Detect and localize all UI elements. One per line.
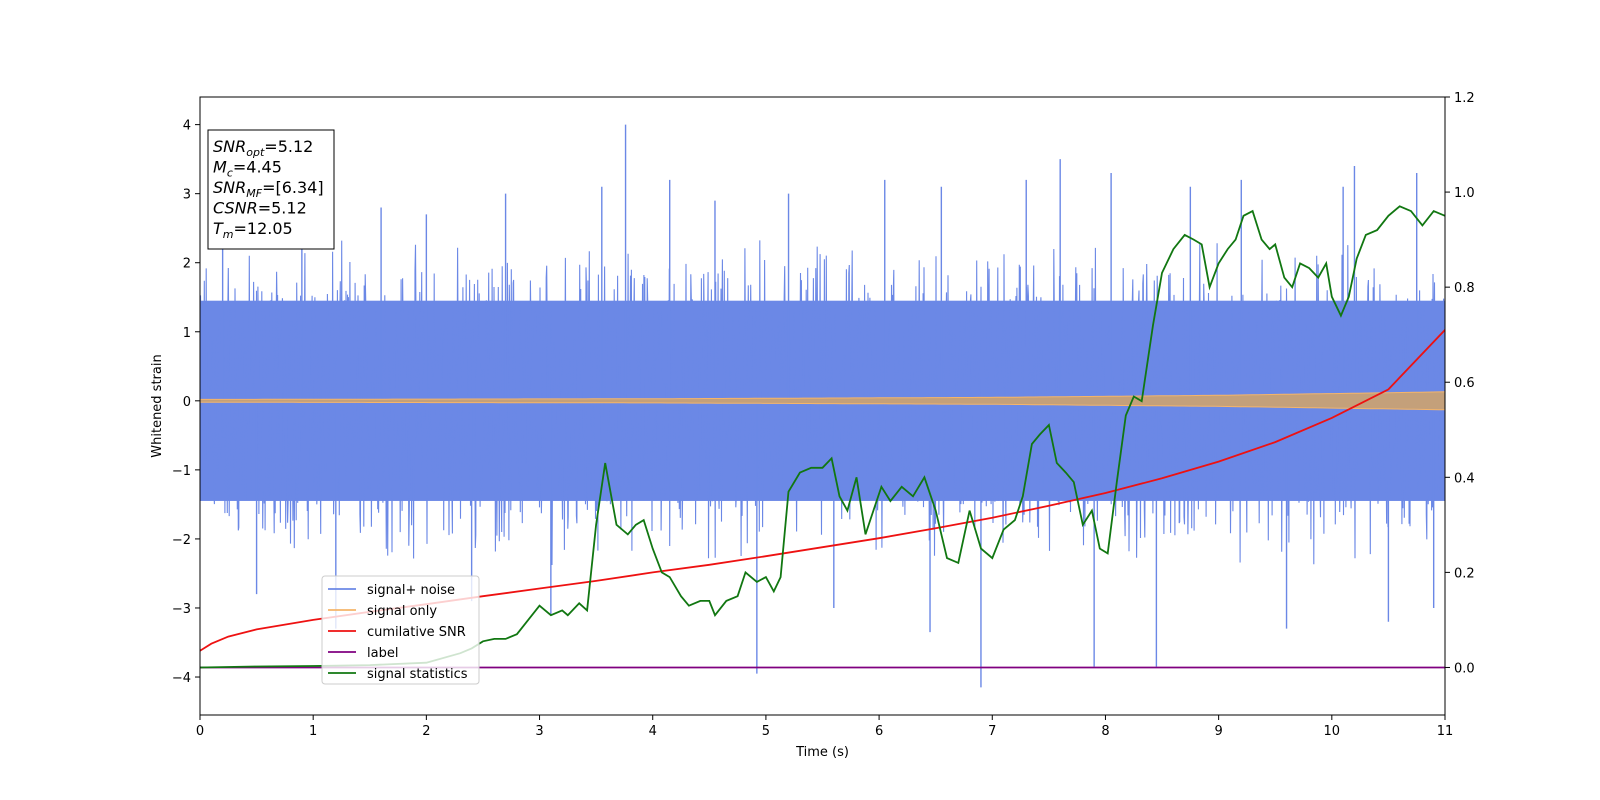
y-left-tick-label: 1 xyxy=(183,326,191,341)
plot-frame xyxy=(199,96,1446,716)
y-left-tick-label: 4 xyxy=(183,119,191,134)
y-left-tick-label: −4 xyxy=(172,671,191,686)
legend: signal+ noise signal only cumilative SNR la… xyxy=(321,575,480,685)
x-axis-label: Time (s) xyxy=(795,745,849,760)
annotation-line: Tm=12.05 xyxy=(213,219,293,241)
y-left-tick-label: 0 xyxy=(183,395,191,410)
x-tick-label: 3 xyxy=(535,724,543,739)
y-axis-left: 4 3 2 1 0 −1 −2 −3 −4 xyxy=(172,119,200,686)
annotation-line: CSNR=5.12 xyxy=(213,199,307,218)
y-right-tick-label: 0.0 xyxy=(1454,661,1475,676)
y-left-tick-label: −1 xyxy=(172,464,191,479)
y-left-tick-label: 2 xyxy=(183,257,191,272)
legend-entry: cumilative SNR xyxy=(367,625,466,640)
y-right-tick-label: 0.2 xyxy=(1454,566,1475,581)
x-tick-label: 0 xyxy=(196,724,204,739)
annotation-box-frame xyxy=(207,129,335,250)
legend-entry: signal+ noise xyxy=(367,583,455,598)
y-axis-label: Whitened strain xyxy=(150,354,165,457)
x-tick-label: 11 xyxy=(1437,724,1454,739)
legend-entry: signal only xyxy=(367,604,437,619)
cumulative-snr-series xyxy=(200,329,1445,652)
x-tick-label: 4 xyxy=(649,724,657,739)
x-axis: 0 1 2 3 4 5 6 7 8 9 10 11 xyxy=(196,715,1453,739)
legend-entry: signal statistics xyxy=(367,667,468,682)
y-left-tick-label: −2 xyxy=(172,533,191,548)
x-tick-label: 5 xyxy=(762,724,770,739)
y-right-tick-label: 1.2 xyxy=(1454,91,1475,106)
x-tick-label: 8 xyxy=(1101,724,1109,739)
annotation-line: Mc=4.45 xyxy=(213,158,282,180)
x-tick-label: 2 xyxy=(422,724,430,739)
annotation-box: SNRopt=5.12Mc=4.45SNRMF=[6.34]CSNR=5.12T… xyxy=(207,129,335,250)
y-left-tick-label: 3 xyxy=(183,188,191,203)
y-right-tick-label: 0.4 xyxy=(1454,471,1475,486)
y-right-tick-label: 0.8 xyxy=(1454,281,1475,296)
x-tick-label: 1 xyxy=(309,724,317,739)
y-right-tick-label: 0.6 xyxy=(1454,376,1475,391)
y-left-tick-label: −3 xyxy=(172,602,191,617)
cumulative-snr-line xyxy=(200,329,1445,652)
x-tick-label: 7 xyxy=(988,724,996,739)
annotation-line: SNRMF=[6.34] xyxy=(213,178,324,200)
y-axis-right: 1.2 1.0 0.8 0.6 0.4 0.2 0.0 xyxy=(1445,91,1475,676)
signal-statistics-series xyxy=(200,205,1445,669)
y-right-tick-label: 1.0 xyxy=(1454,186,1475,201)
legend-entry: label xyxy=(367,646,398,661)
x-tick-label: 6 xyxy=(875,724,883,739)
signal-noise-line xyxy=(200,240,1445,566)
signal-statistics-line xyxy=(200,205,1445,669)
annotation-line: SNRopt=5.12 xyxy=(213,137,313,159)
x-tick-label: 9 xyxy=(1214,724,1222,739)
legend-frame xyxy=(321,575,480,685)
x-tick-label: 10 xyxy=(1324,724,1341,739)
